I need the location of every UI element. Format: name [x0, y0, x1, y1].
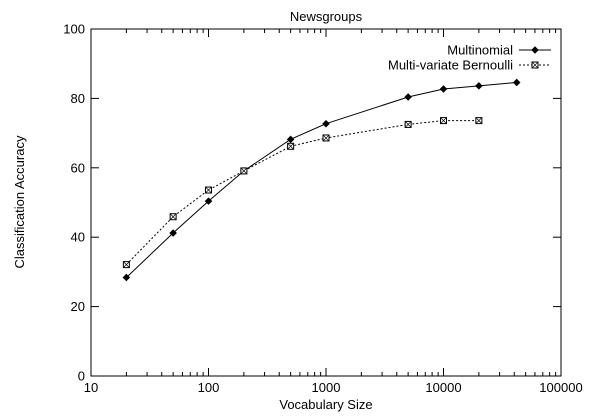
series-1-point: [169, 229, 177, 237]
legend-label-2: Multi-variate Bernoulli: [388, 58, 513, 73]
series-2-point: [475, 117, 483, 125]
series-1-point: [122, 273, 131, 282]
series-1-point: [439, 85, 448, 93]
y-axis: 0 20 40 60 80 100: [63, 22, 561, 384]
legend-marker-2: [531, 61, 539, 69]
series-1-point: [475, 82, 483, 90]
legend-label-1: Multinomial: [447, 43, 513, 58]
series-layer: [122, 78, 521, 282]
series-2-point: [240, 167, 248, 175]
x-axis: 10 100 1000 10000 100000: [84, 29, 583, 395]
x-tick-label: 100: [198, 380, 220, 395]
series-2-point: [440, 117, 447, 125]
x-tick-label: 1000: [312, 380, 341, 395]
x-tick-label: 100000: [539, 380, 582, 395]
series-line-2: [126, 120, 479, 265]
series-2-point: [122, 261, 130, 269]
series-2-point: [404, 120, 412, 128]
chart-title: Newsgroups: [290, 9, 363, 24]
y-tick-label: 0: [78, 369, 85, 384]
y-tick-label: 60: [71, 160, 85, 175]
x-tick-label: 10: [84, 380, 98, 395]
legend-marker-1: [531, 46, 539, 54]
series-1-point: [512, 78, 521, 87]
series-1-point: [404, 93, 412, 101]
series-1-point: [286, 135, 295, 144]
y-axis-label: Classification Accuracy: [12, 135, 27, 268]
series-line-1: [126, 81, 517, 278]
plot-frame: [90, 28, 562, 377]
y-tick-label: 80: [71, 91, 85, 106]
series-2-point: [287, 142, 295, 150]
series-1-point: [204, 197, 213, 205]
x-tick-label: 10000: [425, 380, 461, 395]
series-2-point: [169, 213, 177, 221]
y-tick-label: 20: [71, 299, 85, 314]
series-2-point: [322, 134, 330, 142]
y-tick-label: 100: [63, 22, 85, 37]
series-2-point: [205, 186, 212, 194]
x-axis-label: Vocabulary Size: [279, 397, 372, 412]
y-tick-label: 40: [71, 230, 85, 245]
series-1-point: [322, 119, 330, 128]
